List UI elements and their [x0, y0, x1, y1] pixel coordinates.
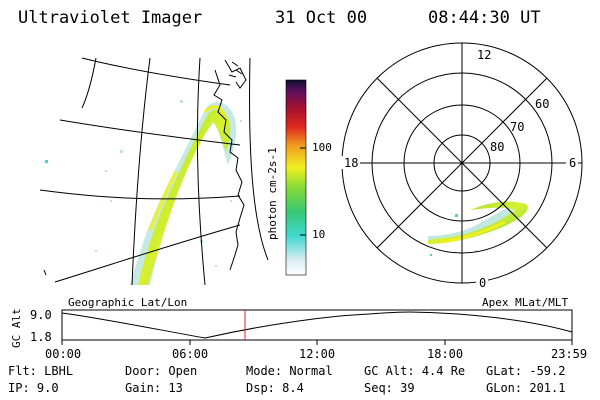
- mlat-label-80: 80: [490, 140, 505, 154]
- observation-date: 31 Oct 00: [275, 8, 368, 28]
- info-dsp: Dsp: 8.4: [246, 381, 304, 395]
- xtick-1200: 12:00: [299, 347, 336, 361]
- geographic-grid-label: Geographic Lat/Lon: [68, 296, 188, 309]
- mlt-label-12: 12: [477, 48, 492, 62]
- xtick-1800: 18:00: [427, 347, 464, 361]
- info-flt: Flt: LBHL: [8, 364, 74, 378]
- coastline: [43, 59, 247, 276]
- info-glat: GLat: -59.2: [486, 364, 566, 378]
- altitude-ylabel: GC Alt: [10, 308, 23, 348]
- colorbar-label-10: 10: [312, 228, 326, 241]
- instrument-title: Ultraviolet Imager: [18, 8, 203, 28]
- altitude-xticks: [61, 340, 573, 345]
- mlt-label-6: 6: [569, 156, 577, 170]
- altitude-ytick-max: 9.0: [30, 308, 52, 322]
- info-seq: Seq: 39: [364, 381, 415, 395]
- xtick-2359: 23:59: [551, 347, 588, 361]
- info-gc-alt: GC Alt: 4.4 Re: [364, 364, 466, 378]
- polar-plot: [340, 42, 583, 288]
- xtick-0600: 06:00: [172, 347, 209, 361]
- mlt-label-18: 18: [344, 156, 359, 170]
- info-ip: IP: 9.0: [8, 381, 59, 395]
- colorbar: [285, 79, 307, 276]
- geographic-map: [39, 57, 269, 285]
- xtick-0000: 00:00: [45, 347, 82, 361]
- lat-lon-grid: [39, 57, 269, 285]
- colorbar-label-100: 100: [312, 141, 332, 154]
- info-door: Door: Open: [125, 364, 198, 378]
- mlt-label-0: 0: [479, 276, 487, 290]
- info-glon: GLon: 201.1: [486, 381, 566, 395]
- info-mode: Mode: Normal: [246, 364, 333, 378]
- info-gain: Gain: 13: [125, 381, 183, 395]
- colorbar-units-label: photon cm-2s-1: [266, 147, 279, 240]
- altitude-frame: [61, 309, 573, 341]
- mlat-label-60: 60: [535, 97, 550, 111]
- altitude-curve: [61, 311, 573, 339]
- observation-time: 08:44:30 UT: [428, 8, 541, 28]
- mlat-label-70: 70: [510, 120, 525, 134]
- apex-grid-label: Apex MLat/MLT: [482, 296, 569, 309]
- polar-grid: [341, 42, 583, 284]
- altitude-plot: [61, 309, 573, 345]
- altitude-ytick-min: 1.8: [30, 330, 52, 344]
